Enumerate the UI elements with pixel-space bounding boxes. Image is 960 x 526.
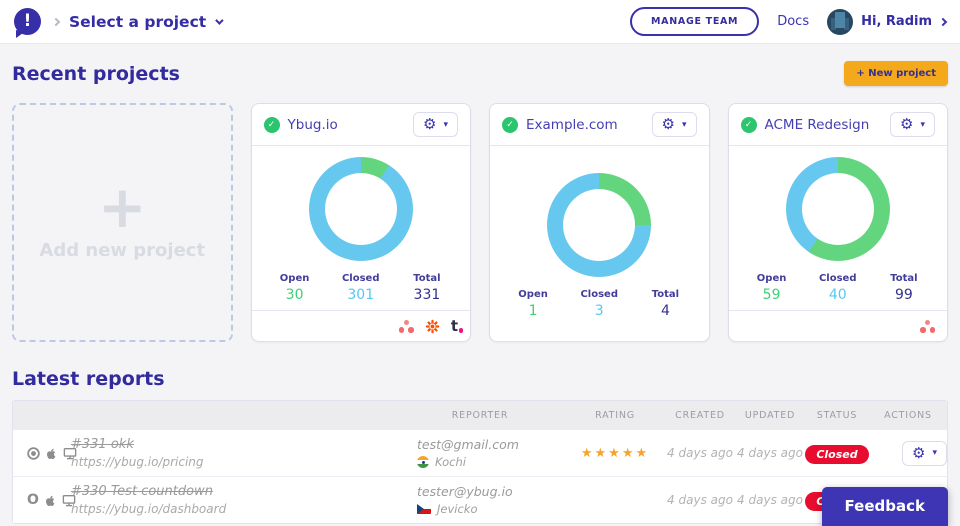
total-label: Total bbox=[890, 273, 918, 284]
project-name[interactable]: ACME Redesign bbox=[764, 116, 870, 133]
total-count: 331 bbox=[413, 287, 441, 303]
total-count: 4 bbox=[660, 302, 670, 319]
report-title[interactable]: #331 okk bbox=[71, 437, 134, 452]
logo-exclamation-icon: ! bbox=[23, 11, 32, 31]
total-count: 99 bbox=[894, 287, 913, 303]
status-ok-icon: ✓ bbox=[740, 116, 757, 133]
issues-donut-chart bbox=[308, 157, 413, 261]
chevron-down-icon bbox=[215, 15, 224, 25]
caret-down-icon: ▾ bbox=[681, 119, 687, 130]
project-cards: + Add new project ✓ Ybug.io ⚙ ▾ Open 30 … bbox=[12, 103, 948, 342]
gear-icon: ⚙ bbox=[423, 115, 437, 133]
breadcrumb-chevron-icon bbox=[51, 17, 61, 26]
new-project-button[interactable]: + New project bbox=[844, 61, 948, 86]
open-count: 59 bbox=[762, 287, 781, 303]
reports-table: REPORTER RATING CREATED UPDATED STATUS A… bbox=[12, 400, 948, 524]
docs-link[interactable]: Docs bbox=[777, 14, 810, 29]
status-ok-icon: ✓ bbox=[263, 116, 280, 133]
add-new-project-card[interactable]: + Add new project bbox=[12, 103, 233, 342]
plus-icon: + bbox=[97, 172, 147, 241]
closed-count: 301 bbox=[347, 287, 375, 303]
updated-date: 4 days ago bbox=[737, 493, 803, 507]
project-name[interactable]: Ybug.io bbox=[287, 116, 338, 133]
report-url: https://ybug.io/pricing bbox=[71, 455, 204, 469]
czech-flag-icon bbox=[417, 504, 431, 514]
caret-down-icon: ▾ bbox=[932, 448, 937, 458]
apple-os-icon bbox=[45, 495, 55, 506]
avatar bbox=[827, 8, 854, 35]
apple-os-icon bbox=[47, 448, 56, 459]
status-ok-icon: ✓ bbox=[502, 116, 518, 133]
project-settings-dropdown[interactable]: ⚙ ▾ bbox=[651, 112, 697, 137]
report-row[interactable]: O #330 Test countdown https://ybug.io/da… bbox=[13, 476, 947, 523]
issues-donut-chart bbox=[547, 172, 652, 277]
closed-label: Closed bbox=[818, 273, 857, 284]
report-title[interactable]: #330 Test countdown bbox=[71, 484, 213, 499]
open-label: Open bbox=[756, 273, 787, 284]
created-date: 4 days ago bbox=[667, 493, 733, 507]
report-actions-dropdown[interactable]: ⚙ ▾ bbox=[902, 440, 947, 466]
issues-donut-chart bbox=[785, 157, 890, 261]
opera-browser-icon: O bbox=[27, 492, 39, 508]
closed-label: Closed bbox=[580, 288, 618, 300]
gear-icon: ⚙ bbox=[900, 115, 914, 133]
gear-icon: ⚙ bbox=[912, 443, 926, 462]
project-name[interactable]: Example.com bbox=[526, 116, 618, 133]
desktop-device-icon bbox=[63, 447, 77, 459]
column-created: CREATED bbox=[675, 409, 725, 421]
rating-stars: ★★★★★ bbox=[580, 445, 650, 461]
manage-team-button[interactable]: MANAGE TEAM bbox=[630, 7, 760, 36]
reporter-email: tester@ybug.io bbox=[417, 484, 513, 499]
created-date: 4 days ago bbox=[667, 446, 733, 460]
asana-icon bbox=[398, 319, 414, 333]
desktop-device-icon bbox=[62, 494, 76, 506]
reporter-email: test@gmail.com bbox=[417, 437, 519, 452]
caret-down-icon: ▾ bbox=[443, 119, 448, 130]
project-settings-dropdown[interactable]: ⚙ ▾ bbox=[413, 112, 458, 137]
latest-reports-title: Latest reports bbox=[12, 368, 165, 390]
column-reporter: REPORTER bbox=[451, 409, 509, 421]
column-actions: ACTIONS bbox=[884, 409, 932, 421]
reporter-location: Jevicko bbox=[437, 502, 478, 516]
india-flag-icon bbox=[417, 456, 429, 468]
zapier-icon bbox=[425, 319, 440, 333]
project-card-example: ✓ Example.com ⚙ ▾ Open 1 Closed 3 Total … bbox=[489, 103, 710, 342]
total-label: Total bbox=[651, 288, 680, 300]
open-count: 1 bbox=[528, 302, 538, 319]
closed-count: 3 bbox=[594, 302, 604, 319]
add-new-project-label: Add new project bbox=[39, 240, 206, 262]
feedback-widget-button[interactable]: Feedback bbox=[821, 487, 948, 526]
user-menu[interactable]: Hi, Radim bbox=[827, 8, 948, 35]
total-label: Total bbox=[413, 273, 441, 284]
closed-count: 40 bbox=[828, 287, 847, 303]
gear-icon: ⚙ bbox=[661, 115, 675, 133]
column-updated: UPDATED bbox=[744, 409, 796, 421]
open-count: 30 bbox=[285, 287, 304, 303]
chrome-browser-icon bbox=[27, 446, 40, 460]
user-greeting: Hi, Radim bbox=[861, 14, 932, 29]
project-selector[interactable]: Select a project bbox=[69, 12, 224, 31]
project-card-ybug: ✓ Ybug.io ⚙ ▾ Open 30 Closed 301 Total 3… bbox=[250, 103, 471, 342]
project-settings-dropdown[interactable]: ⚙ ▾ bbox=[890, 112, 935, 137]
recent-projects-title: Recent projects bbox=[12, 62, 180, 85]
open-label: Open bbox=[518, 288, 548, 300]
status-badge: Closed bbox=[805, 444, 869, 464]
asana-icon bbox=[920, 319, 935, 333]
caret-down-icon: ▾ bbox=[920, 119, 925, 130]
reporter-location: Kochi bbox=[435, 455, 466, 469]
t-logo-icon: t bbox=[450, 316, 464, 335]
project-selector-label: Select a project bbox=[69, 12, 207, 31]
closed-label: Closed bbox=[341, 273, 380, 284]
ybug-logo[interactable]: ! bbox=[14, 8, 41, 35]
project-card-acme: ✓ ACME Redesign ⚙ ▾ Open 59 Closed 40 To… bbox=[727, 103, 948, 342]
top-bar: ! Select a project MANAGE TEAM Docs Hi, … bbox=[0, 0, 960, 44]
open-label: Open bbox=[279, 273, 310, 284]
report-row[interactable]: #331 okk https://ybug.io/pricing test@gm… bbox=[13, 429, 947, 476]
updated-date: 4 days ago bbox=[737, 446, 803, 460]
chevron-right-icon bbox=[938, 17, 948, 26]
column-rating: RATING bbox=[595, 409, 635, 421]
column-status: STATUS bbox=[816, 409, 858, 421]
table-header-row: REPORTER RATING CREATED UPDATED STATUS A… bbox=[13, 401, 947, 429]
report-url: https://ybug.io/dashboard bbox=[71, 502, 227, 516]
